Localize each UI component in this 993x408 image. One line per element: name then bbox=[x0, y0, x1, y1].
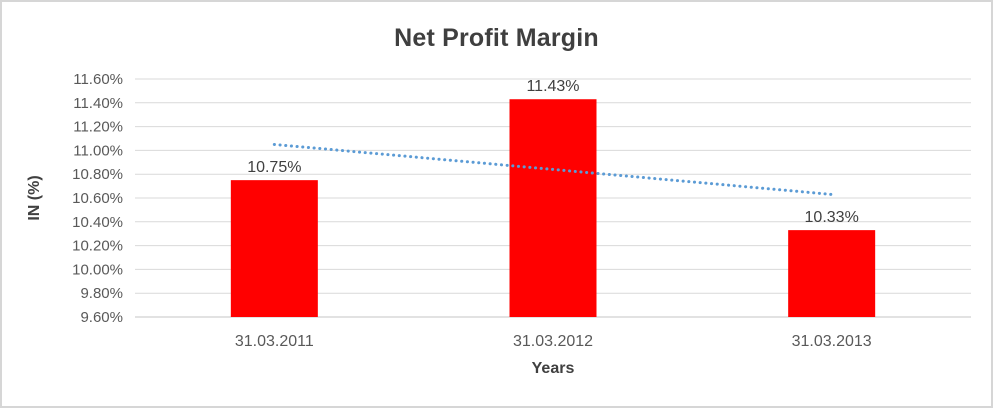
x-tick-label: 31.03.2013 bbox=[792, 333, 872, 350]
x-axis-title: Years bbox=[531, 360, 575, 377]
y-tick-label: 10.60% bbox=[72, 190, 123, 207]
y-tick-label: 11.00% bbox=[73, 142, 123, 159]
chart-title: Net Profit Margin bbox=[394, 24, 599, 52]
bar bbox=[788, 230, 876, 317]
y-tick-label: 9.80% bbox=[80, 285, 123, 302]
y-tick-label: 11.40% bbox=[73, 95, 123, 112]
bar-value-label: 10.75% bbox=[247, 159, 301, 176]
trendline bbox=[272, 142, 834, 196]
x-tick-label: 31.03.2011 bbox=[235, 333, 314, 350]
y-tick-label: 10.20% bbox=[72, 238, 123, 255]
y-tick-label: 10.00% bbox=[72, 261, 123, 278]
bar-value-label: 10.33% bbox=[805, 209, 859, 226]
bar-value-label: 11.43% bbox=[526, 78, 579, 95]
y-tick-label: 11.60% bbox=[73, 71, 123, 88]
y-tick-label: 10.80% bbox=[72, 166, 123, 183]
bar bbox=[230, 180, 318, 317]
bar bbox=[509, 99, 597, 317]
y-tick-label: 9.60% bbox=[80, 309, 123, 326]
y-tick-label: 10.40% bbox=[72, 214, 123, 231]
y-tick-label: 11.20% bbox=[73, 119, 123, 136]
x-tick-label: 31.03.2012 bbox=[513, 333, 593, 350]
